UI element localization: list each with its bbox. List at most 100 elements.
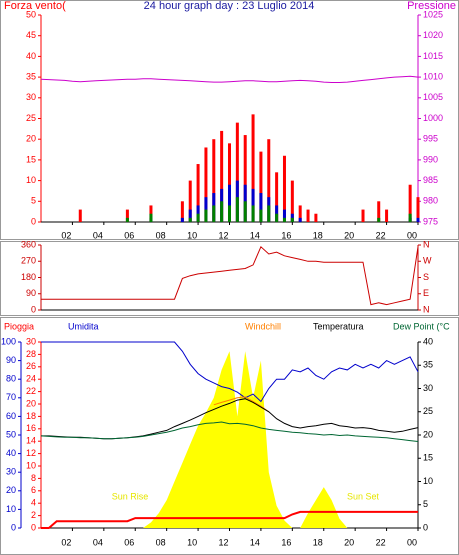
x-tick-label: 14: [250, 230, 260, 240]
annotation: Sun Set: [347, 491, 380, 501]
y-tick-label: 25: [423, 406, 433, 416]
y-tick-label: 995: [423, 134, 438, 144]
y-tick-label: 50: [26, 9, 36, 19]
y-tick-label: 10: [6, 504, 16, 514]
x-tick-label: 22: [376, 537, 386, 547]
y-tick-label: 14: [26, 436, 36, 446]
bar: [235, 122, 239, 222]
y-tick-label: 30: [26, 336, 36, 346]
bar: [188, 217, 192, 222]
y-tick-label: 985: [423, 175, 438, 185]
y-tick-label: 30: [6, 467, 16, 477]
y-tick-label: 1000: [423, 113, 443, 123]
x-tick-label: 08: [156, 537, 166, 547]
x-tick-label: 20: [344, 537, 354, 547]
bar: [212, 139, 216, 222]
x-tick-label: 08: [156, 230, 166, 240]
y-tick-label: 1020: [423, 30, 443, 40]
y-tick-label: 10: [423, 476, 433, 486]
y-tick-label: E: [423, 288, 429, 298]
line: [41, 245, 419, 306]
x-tick-label: 02: [61, 537, 71, 547]
y-tick-label: 0: [31, 216, 36, 226]
bar: [243, 135, 247, 222]
y-tick-label: 30: [26, 92, 36, 102]
bar: [180, 217, 184, 222]
bar: [235, 197, 239, 222]
y-tick-label: 15: [423, 453, 433, 463]
x-tick-label: 00: [407, 230, 417, 240]
y-tick-label: 12: [26, 448, 36, 458]
bar: [220, 130, 224, 222]
legend-label: Windchill: [245, 321, 281, 331]
y-tick-label: 990: [423, 154, 438, 164]
line: [41, 341, 419, 403]
y-tick-label: 45: [26, 30, 36, 40]
legend-label: Umidita: [68, 321, 99, 331]
bar: [204, 209, 208, 222]
bar: [196, 213, 200, 222]
y-tick-label: 50: [6, 429, 16, 439]
x-tick-label: 18: [313, 537, 323, 547]
y2-axis-label: Pressione: [407, 0, 456, 12]
y-tick-label: 1025: [423, 9, 443, 19]
bar: [282, 217, 286, 222]
x-tick-label: 06: [124, 230, 134, 240]
y-tick-label: 5: [31, 196, 36, 206]
y-tick-label: 25: [26, 113, 36, 123]
bar: [416, 197, 420, 222]
bar: [408, 184, 412, 222]
bar: [267, 139, 271, 222]
x-tick-label: 16: [281, 537, 291, 547]
bar: [251, 114, 255, 222]
x-tick-label: 10: [187, 230, 197, 240]
bar: [228, 205, 231, 222]
y-tick-label: 22: [26, 386, 36, 396]
bar: [149, 213, 153, 222]
y-tick-label: 0: [31, 304, 36, 314]
bar: [220, 201, 224, 222]
x-tick-label: 14: [250, 537, 260, 547]
y-tick-label: 18: [26, 411, 36, 421]
y-tick-label: 0: [31, 522, 36, 532]
bar: [290, 217, 294, 222]
bar: [282, 155, 286, 222]
bar: [78, 209, 82, 222]
y-tick-label: 30: [423, 383, 433, 393]
x-tick-label: 10: [187, 537, 197, 547]
bar: [298, 205, 302, 222]
y-tick-label: 80: [6, 374, 16, 384]
bar: [180, 201, 184, 222]
line: [41, 510, 418, 529]
y-tick-label: 35: [423, 360, 433, 370]
y-tick-label: N: [423, 304, 430, 314]
bar: [275, 172, 279, 222]
bar: [377, 217, 381, 222]
x-tick-label: 12: [218, 230, 228, 240]
bar: [228, 184, 231, 222]
line: [40, 421, 419, 442]
y-tick-label: 360: [21, 239, 36, 249]
bar: [385, 209, 389, 222]
x-tick-label: 00: [407, 537, 417, 547]
y-tick-label: 10: [26, 460, 36, 470]
line: [40, 75, 419, 83]
x-tick-label: 04: [93, 230, 103, 240]
bar: [306, 209, 310, 222]
bar: [125, 209, 129, 222]
y-tick-label: 4: [31, 498, 36, 508]
y-tick-label: 1015: [423, 51, 443, 61]
annotation: Sun Rise: [112, 491, 149, 501]
x-tick-label: 02: [61, 230, 71, 240]
y-tick-label: 0: [423, 522, 428, 532]
y-tick-label: S: [423, 272, 429, 282]
bar: [243, 201, 247, 222]
x-tick-label: 18: [313, 230, 323, 240]
y-tick-label: 180: [21, 272, 36, 282]
y-tick-label: 35: [26, 71, 36, 81]
y-tick-label: 90: [26, 288, 36, 298]
bar: [408, 213, 412, 222]
y-tick-label: 20: [6, 485, 16, 495]
bar: [228, 143, 231, 222]
y-tick-label: 60: [6, 411, 16, 421]
